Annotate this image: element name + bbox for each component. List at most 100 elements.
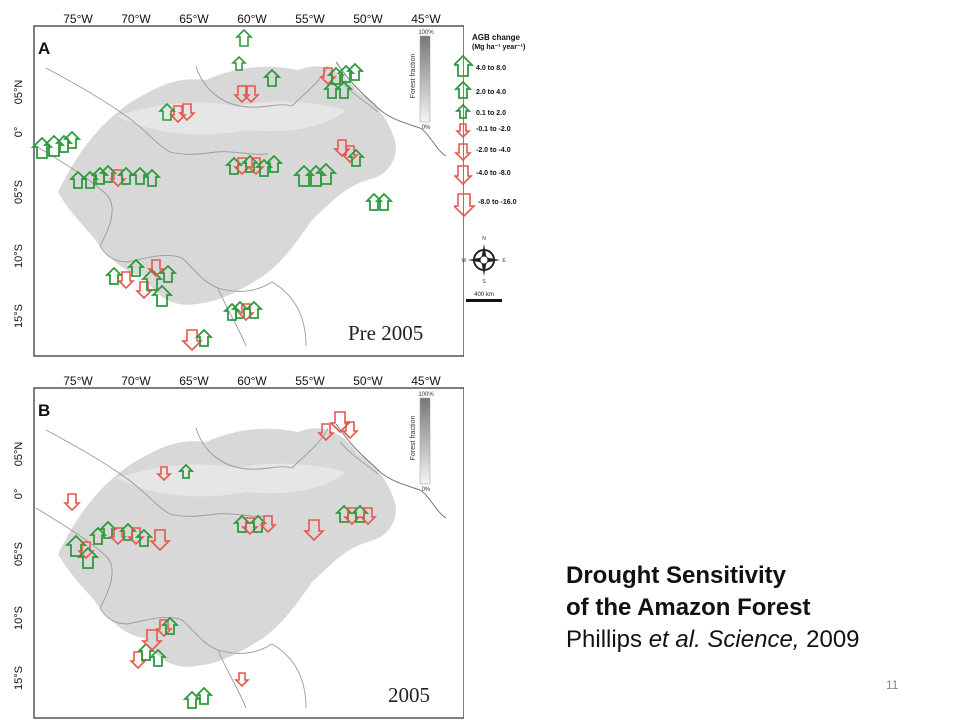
legend-entry-loss-small: -0.1 to -2.0	[455, 123, 511, 139]
scale-bar	[466, 299, 502, 302]
gain-arrow	[194, 328, 214, 347]
agb-legend-svg: AGB change (Mg ha⁻¹ year⁻¹) 4.0 to 8.0 2…	[451, 33, 525, 218]
gain-arrow	[262, 68, 282, 87]
gain-arrow	[177, 463, 195, 479]
gain-arrow	[126, 258, 146, 277]
period-label-a: Pre 2005	[348, 321, 423, 345]
gain-arrow	[130, 166, 150, 185]
loss-arrow	[259, 515, 277, 534]
lon-label: 60°W	[237, 374, 267, 388]
gain-arrow	[148, 648, 168, 667]
gain-arrow	[244, 300, 264, 319]
lat-label: 0°	[13, 489, 25, 500]
forest-cover-b-light	[116, 463, 346, 497]
legend-entry-loss-xlarge: -8.0 to -16.0	[452, 193, 517, 218]
gain-arrow	[62, 130, 82, 149]
caption-year: 2009	[806, 626, 860, 653]
lon-label: 45°W	[411, 374, 441, 388]
lon-label: 65°W	[179, 12, 209, 26]
gain-arrow	[150, 284, 174, 307]
lon-label: 50°W	[353, 374, 383, 388]
legend-entry-gain-medium: 2.0 to 4.0	[453, 80, 506, 99]
gain-arrow	[292, 164, 316, 187]
compass-rose-icon	[468, 244, 500, 276]
lon-label: 75°W	[63, 374, 93, 388]
agb-arrows-b	[63, 411, 377, 709]
caption-authors: Phillips	[566, 626, 643, 653]
agb-arrows-a	[30, 28, 394, 352]
lat-label: 05°N	[13, 442, 25, 467]
scale-label: 400 km	[474, 292, 494, 298]
caption-title-line2: of the Amazon Forest	[566, 594, 811, 621]
lon-label: 65°W	[179, 374, 209, 388]
caption-citation: Phillips et al. Science, 2009	[566, 624, 860, 656]
gain-arrow	[346, 148, 366, 167]
lat-label: 10°S	[13, 606, 25, 630]
loss-arrow	[303, 519, 325, 542]
loss-arrow	[329, 411, 351, 434]
forest-fraction-title: Forest fraction	[410, 416, 417, 461]
gain-arrow	[235, 28, 253, 47]
legend-entry-gain-small: 0.1 to 2.0	[454, 103, 506, 119]
gain-arrow	[230, 300, 250, 319]
gain-arrow	[264, 154, 284, 173]
compass-and-scale: N E S W 400 km	[456, 232, 516, 312]
lat-label: 0°	[13, 127, 25, 138]
lat-labels-a: 05°N 0° 05°S 10°S 15°S	[13, 80, 25, 328]
lat-label: 05°S	[13, 180, 25, 204]
forest-fraction-title: Forest fraction	[410, 54, 417, 99]
loss-arrow	[63, 493, 81, 512]
figure-caption: Drought Sensitivity of the Amazon Forest…	[566, 560, 860, 656]
legend-label: -4.0 to -8.0	[476, 170, 511, 177]
gain-arrow	[374, 192, 394, 211]
caption-title-line1: Drought Sensitivity	[566, 562, 787, 589]
gain-arrow	[240, 154, 260, 173]
loss-arrow	[141, 629, 163, 652]
legend-label: -2.0 to -4.0	[476, 147, 511, 154]
loss-arrow	[77, 541, 95, 560]
loss-arrow	[359, 507, 377, 526]
gain-arrow	[76, 546, 100, 569]
lon-labels-b: 75°W 70°W 65°W 60°W 55°W 50°W 45°W	[63, 374, 441, 388]
legend-units: (Mg ha⁻¹ year⁻¹)	[472, 44, 525, 51]
gain-arrow	[104, 266, 124, 285]
map-b-svg: 75°W 70°W 65°W 60°W 55°W 50°W 45°W 05°N …	[13, 374, 464, 719]
compass-svg: N E S W 400 km	[462, 236, 506, 302]
loss-arrow	[155, 619, 173, 638]
legend-label: 4.0 to 8.0	[476, 65, 506, 72]
compass-s: S	[482, 279, 486, 285]
loss-arrow	[156, 466, 172, 482]
caption-journal: Science,	[707, 626, 800, 653]
country-borders-b	[35, 427, 379, 709]
legend-title: AGB change	[472, 33, 521, 42]
lat-labels-b: 05°N 0° 05°S 10°S 15°S	[13, 442, 25, 690]
lat-label: 15°S	[13, 666, 25, 690]
gain-arrow	[68, 170, 88, 189]
country-borders-a	[35, 65, 379, 347]
lon-label: 45°W	[411, 12, 441, 26]
forest-fraction-bottom: 0%	[422, 487, 431, 493]
gain-arrow	[334, 80, 354, 99]
compass-n: N	[482, 236, 486, 242]
lon-label: 50°W	[353, 12, 383, 26]
compass-e: E	[502, 258, 506, 264]
gain-arrow	[364, 192, 384, 211]
agb-legend-panel: AGB change (Mg ha⁻¹ year⁻¹) 4.0 to 8.0 2…	[451, 30, 544, 310]
lon-label: 70°W	[121, 374, 151, 388]
gain-arrow	[231, 55, 247, 71]
lat-label: 05°N	[13, 80, 25, 105]
legend-label: 0.1 to 2.0	[476, 110, 506, 117]
lon-label: 60°W	[237, 12, 267, 26]
loss-arrow	[242, 85, 260, 104]
legend-entry-loss-medium: -2.0 to -4.0	[454, 143, 511, 162]
lon-label: 55°W	[295, 374, 325, 388]
gain-arrow	[194, 686, 214, 705]
forest-fraction-top: 100%	[418, 30, 434, 36]
lon-label: 75°W	[63, 12, 93, 26]
lon-label: 70°W	[121, 12, 151, 26]
lat-label: 05°S	[13, 542, 25, 566]
legend-label: -8.0 to -16.0	[478, 199, 517, 206]
gain-arrow	[314, 162, 338, 185]
coastline-a	[335, 61, 447, 157]
lon-labels-a: 75°W 70°W 65°W 60°W 55°W 50°W 45°W	[63, 12, 441, 26]
